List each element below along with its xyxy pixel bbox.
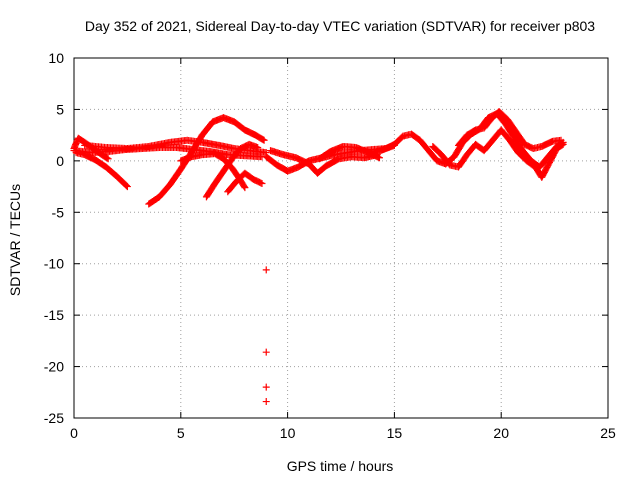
data-point-arc-2: [123, 183, 131, 191]
data-point-arc-6: [254, 143, 262, 151]
data-point-arc-7: [258, 179, 266, 187]
plot-frame: [73, 57, 609, 419]
x-tick-label: 25: [600, 425, 616, 441]
y-tick-label: -10: [44, 256, 64, 272]
data-point-arc-8: [241, 184, 249, 192]
chart-title: Day 352 of 2021, Sidereal Day-to-day VTE…: [85, 18, 595, 34]
outlier-point: [262, 266, 270, 274]
grid-layer: [74, 58, 608, 418]
x-axis-title: GPS time / hours: [287, 458, 394, 474]
x-tick-label: 0: [70, 425, 78, 441]
y-axis-title: SDTVAR / TECUs: [7, 184, 23, 296]
data-point-arc-1: [104, 155, 112, 163]
y-tick-label: -15: [44, 307, 64, 323]
x-tick-label: 5: [177, 425, 185, 441]
x-tick-label: 15: [387, 425, 403, 441]
x-tick-label: 10: [280, 425, 296, 441]
x-tick-label: 20: [493, 425, 509, 441]
data-point-arc-13: [559, 140, 567, 148]
outlier-point: [262, 348, 270, 356]
y-tick-label: 10: [48, 50, 64, 66]
data-point-arc-5: [259, 136, 267, 144]
data-point-arc-1: [103, 154, 111, 162]
marks-layer: [70, 107, 567, 406]
data-point-arc-13: [558, 141, 566, 149]
ticks-layer: 0 5 10 15 20 25 -25 -20 -15 -10 -5 0 5 10: [44, 50, 616, 441]
y-tick-label: 5: [56, 101, 64, 117]
data-point-arc-14: [557, 136, 565, 144]
outlier-point: [262, 383, 270, 391]
y-tick-label: -5: [52, 204, 65, 220]
data-point-arc-5: [260, 136, 268, 144]
y-tick-label: -25: [44, 410, 64, 426]
data-point-arc-11: [375, 154, 383, 162]
y-tick-label: -20: [44, 359, 64, 375]
data-point-arc-2: [123, 182, 131, 190]
y-tick-label: 0: [56, 153, 64, 169]
data-point-arc-8: [240, 182, 248, 190]
outlier-point: [262, 398, 270, 406]
